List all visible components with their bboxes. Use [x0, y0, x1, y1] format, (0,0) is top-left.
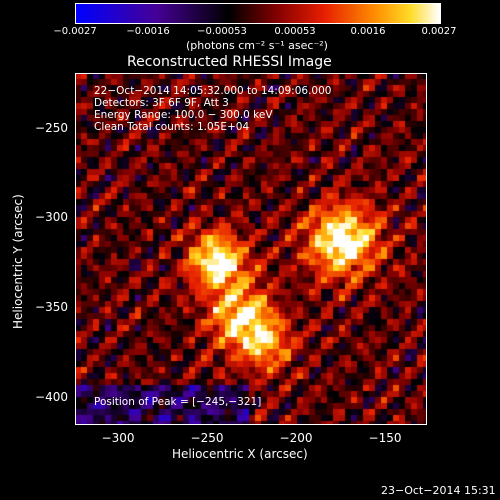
y-tick-label: −400: [35, 390, 68, 404]
colorbar-tick: 0.0016: [350, 26, 386, 37]
colorbar-tick: −0.00053: [197, 26, 247, 37]
plot-area: [75, 73, 427, 425]
overlay-peak-position: Position of Peak = [−245,−321]: [94, 396, 262, 408]
x-tick-label: −250: [190, 431, 224, 445]
colorbar-units: (photons cm⁻² s⁻¹ asec⁻²): [186, 39, 328, 52]
colorbar-gradient: [75, 3, 441, 24]
colorbar-tick: −0.0016: [126, 26, 170, 37]
overlay-time-range: 22−Oct−2014 14:05:32.000 to 14:09:06.000: [94, 85, 332, 97]
colorbar-tick: 0.00053: [274, 26, 316, 37]
x-tick-label: −200: [279, 431, 313, 445]
y-tick-label: −250: [35, 121, 68, 135]
y-tick-label: −300: [35, 210, 68, 224]
overlay-detectors: Detectors: 3F 6F 9F, Att 3: [94, 97, 229, 109]
plot-title: Reconstructed RHESSI Image: [127, 54, 332, 70]
overlay-clean-counts: Clean Total counts: 1.05E+04: [94, 121, 250, 133]
colorbar-tick: −0.0027: [53, 26, 97, 37]
x-tick-label: −300: [101, 431, 135, 445]
colorbar-tick: 0.0027: [421, 26, 457, 37]
footer-timestamp: 23−Oct−2014 15:31: [381, 484, 496, 497]
overlay-energy-range: Energy Range: 100.0 − 300.0 keV: [94, 109, 273, 121]
y-axis-label: Heliocentric Y (arcsec): [11, 194, 25, 329]
x-tick-label: −150: [368, 431, 402, 445]
heatmap-image: [75, 73, 427, 425]
x-axis-label: Heliocentric X (arcsec): [172, 447, 308, 461]
y-tick-label: −350: [35, 300, 68, 314]
